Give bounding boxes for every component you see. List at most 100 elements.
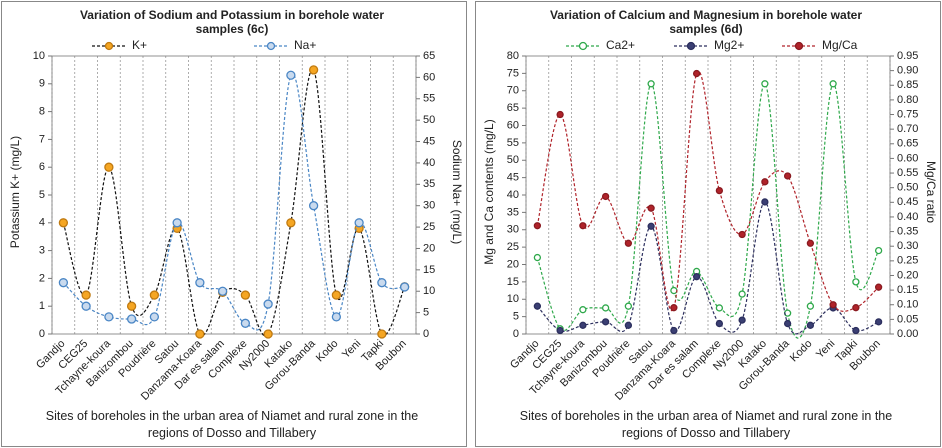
y2-axis-label: Sodium Na+ (mg/L) <box>450 140 464 244</box>
y2-tick-label: 0.45 <box>897 196 918 208</box>
data-point <box>308 201 319 211</box>
y2-tick-label: 0.95 <box>897 50 918 62</box>
y-tick-label: 65 <box>507 102 519 114</box>
data-point <box>624 321 633 329</box>
y-tick-label: 4 <box>39 217 45 229</box>
y2-tick-label: 5 <box>423 307 429 319</box>
y2-tick-label: 0.50 <box>897 182 918 194</box>
legend-marker <box>104 41 114 51</box>
y2-tick-label: 0.90 <box>897 65 918 77</box>
y2-tick-label: 55 <box>423 93 435 105</box>
y-tick-label: 3 <box>39 245 45 257</box>
data-point <box>533 253 542 262</box>
y2-tick-label: 40 <box>423 157 435 169</box>
data-point <box>806 321 815 329</box>
y-tick-label: 7 <box>39 133 45 145</box>
data-point <box>172 218 182 228</box>
y-tick-label: 9 <box>39 78 45 90</box>
data-point <box>399 282 410 292</box>
data-point <box>195 278 205 288</box>
data-point <box>692 69 701 78</box>
data-point <box>761 80 769 88</box>
series-line <box>536 83 880 339</box>
data-point <box>533 222 542 230</box>
data-point <box>692 273 701 281</box>
data-point <box>579 222 587 230</box>
y2-tick-label: 0.00 <box>897 328 918 340</box>
y2-tick-label: 0.30 <box>897 240 918 252</box>
data-point <box>761 198 769 206</box>
y2-tick-label: 0.65 <box>897 138 918 150</box>
data-point <box>647 222 655 230</box>
data-point <box>738 230 746 239</box>
data-point <box>829 80 837 88</box>
data-point <box>377 278 387 288</box>
y2-tick-label: 50 <box>423 114 435 126</box>
y-axis-label: Mg and Ca contents (mg/L) <box>482 119 496 264</box>
chart-title: Variation of Calcium and Magnesium in bo… <box>549 8 863 36</box>
chart: Mg and Ca contents (mg/L) Mg/Ca ratio 0 5… <box>482 38 938 403</box>
chart-panel: Mg and Ca contents (mg/L) Mg/Ca ratio 0 5… <box>475 1 941 447</box>
data-point <box>874 283 883 291</box>
data-point <box>126 314 137 324</box>
y2-tick-label: 15 <box>423 264 435 276</box>
y2-tick-label: 65 <box>423 50 435 62</box>
y2-tick-label: 0.15 <box>897 284 918 296</box>
data-point <box>783 172 792 180</box>
y2-tick-label: 10 <box>423 285 435 297</box>
y-tick-label: 20 <box>507 258 519 270</box>
y-tick-label: 30 <box>507 224 519 236</box>
y2-tick-label: 0.40 <box>897 211 918 223</box>
chart-panel: Potassium K+ (mg/L) Sodium Na+ (mg/L) 0 1… <box>1 1 467 447</box>
y-tick-label: 5 <box>513 311 519 323</box>
data-point <box>104 162 114 172</box>
y2-tick-label: 0.60 <box>897 152 918 164</box>
y-tick-label: 60 <box>507 119 519 131</box>
y2-tick-label: 30 <box>423 200 435 212</box>
y-tick-label: 55 <box>507 137 519 149</box>
y-tick-label: 8 <box>39 106 45 118</box>
legend-marker <box>794 41 804 51</box>
y2-tick-label: 0.75 <box>897 108 918 120</box>
data-point <box>126 301 137 311</box>
y2-tick-label: 20 <box>423 242 435 254</box>
data-point <box>195 329 205 339</box>
chart-title: Variation of Sodium and Potassium in bor… <box>79 8 385 36</box>
data-point <box>601 192 610 201</box>
data-point <box>715 319 724 328</box>
data-point <box>286 70 296 80</box>
y-tick-label: 10 <box>507 293 519 305</box>
y-tick-label: 70 <box>507 85 519 97</box>
data-point <box>852 304 860 312</box>
y-tick-label: 25 <box>507 241 519 253</box>
y2-tick-label: 0.25 <box>897 255 918 267</box>
data-point <box>852 326 860 335</box>
data-point <box>647 204 655 212</box>
data-point <box>806 239 815 247</box>
y2-tick-label: 0.05 <box>897 313 918 325</box>
y-tick-label: 1 <box>39 300 45 312</box>
data-point <box>579 321 587 329</box>
y-tick-label: 2 <box>39 272 45 284</box>
data-point <box>670 304 678 312</box>
x-axis-label: Sites of boreholes in the urban area of … <box>519 409 893 440</box>
y2-tick-label: 0.20 <box>897 269 918 281</box>
series-line <box>536 70 880 312</box>
data-point <box>783 319 792 328</box>
y-tick-label: 6 <box>39 161 45 173</box>
data-point <box>556 326 564 335</box>
y-tick-label: 40 <box>507 189 519 201</box>
y-tick-label: 0 <box>513 328 519 340</box>
chart: Potassium K+ (mg/L) Sodium Na+ (mg/L) 0 1… <box>8 38 464 403</box>
y2-tick-label: 0.80 <box>897 94 918 106</box>
y-tick-label: 35 <box>507 206 519 218</box>
y-tick-label: 10 <box>33 50 45 62</box>
data-point <box>761 178 769 186</box>
x-axis-label: Sites of boreholes in the urban area of … <box>45 409 419 440</box>
legend-marker <box>266 41 276 51</box>
series-line <box>536 201 879 335</box>
y2-tick-label: 0 <box>423 328 429 340</box>
y2-tick-label: 0.55 <box>897 167 918 179</box>
data-point <box>308 65 319 75</box>
